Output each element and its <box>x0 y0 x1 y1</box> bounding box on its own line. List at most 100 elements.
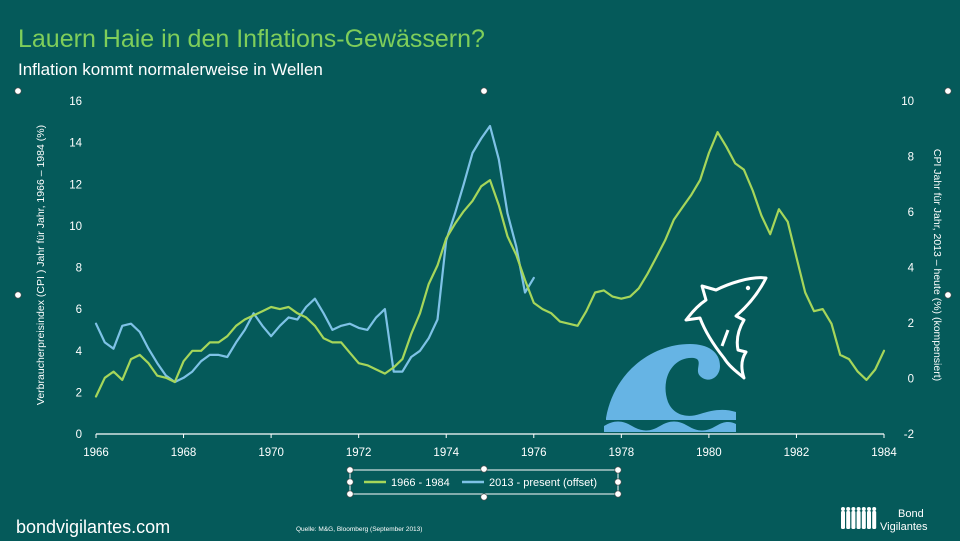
selection-handle[interactable] <box>480 87 488 95</box>
data-point <box>655 256 658 258</box>
data-point <box>358 327 360 329</box>
data-point <box>506 212 509 214</box>
logo-figure-head <box>867 507 871 511</box>
data-point <box>218 341 220 343</box>
data-point <box>463 183 465 185</box>
data-point <box>226 356 228 358</box>
data-point <box>156 362 158 364</box>
logo-figure-body <box>841 511 845 529</box>
y-left-tick-label-6: 6 <box>76 304 82 316</box>
y-right-tick-label-6: 6 <box>908 207 914 219</box>
data-point <box>191 371 193 373</box>
data-point <box>533 277 535 279</box>
data-point <box>699 179 701 181</box>
data-point <box>594 291 596 294</box>
data-point <box>165 375 167 377</box>
data-point <box>498 204 500 206</box>
selection-handle[interactable] <box>346 466 354 474</box>
data-point <box>471 200 474 202</box>
data-point <box>620 298 622 300</box>
data-point <box>104 377 106 379</box>
y-right-tick-label--2: -2 <box>904 429 914 441</box>
data-point <box>191 350 193 352</box>
y-right-tick-label-10: 10 <box>901 96 914 108</box>
series-2013-present <box>94 124 535 384</box>
data-point <box>130 358 132 360</box>
data-point <box>550 312 552 314</box>
data-point <box>682 206 684 208</box>
data-point <box>384 308 386 310</box>
data-point <box>279 308 281 310</box>
y-axis-left-label: Verbraucherpreisindex (CPI ) Jahr für Ja… <box>35 125 47 405</box>
data-point <box>489 125 491 127</box>
selection-handle[interactable] <box>614 478 622 486</box>
selection-handle[interactable] <box>14 291 22 299</box>
data-point <box>121 379 123 381</box>
data-point <box>226 335 228 337</box>
data-point <box>375 316 377 318</box>
data-point <box>130 323 132 325</box>
logo-figure-head <box>872 507 877 511</box>
logo-figure-body <box>872 511 877 529</box>
selection-handle[interactable] <box>614 466 622 474</box>
data-point <box>95 395 97 398</box>
selection-handle[interactable] <box>480 465 488 473</box>
page-title: Lauern Haie in den Inflations-Gewässern? <box>18 25 485 53</box>
data-point <box>121 325 123 327</box>
shark-icon <box>684 276 768 380</box>
selection-handle[interactable] <box>944 291 952 299</box>
data-point <box>436 318 439 321</box>
y-left-tick-label-2: 2 <box>76 387 82 399</box>
data-point <box>664 239 666 241</box>
data-point <box>305 306 307 308</box>
selection-handle[interactable] <box>480 493 488 501</box>
data-point <box>270 306 272 308</box>
data-point <box>577 325 579 327</box>
y-right-tick-label-8: 8 <box>908 152 914 164</box>
logo-figure-body <box>851 511 856 529</box>
data-point <box>288 316 290 318</box>
selection-handle[interactable] <box>614 490 622 498</box>
data-point <box>139 331 141 333</box>
logo-figure-head <box>841 507 845 511</box>
selection-handle[interactable] <box>346 478 354 486</box>
data-point <box>183 377 185 379</box>
data-point <box>200 360 202 362</box>
data-point <box>366 364 368 366</box>
selection-handle[interactable] <box>346 490 354 498</box>
data-point <box>331 329 333 331</box>
data-point <box>629 296 631 298</box>
data-point <box>261 310 263 312</box>
selection-handle[interactable] <box>14 87 22 95</box>
data-point <box>104 341 106 343</box>
x-tick-label-1966: 1966 <box>83 447 109 459</box>
data-point <box>200 350 202 352</box>
data-point <box>244 329 246 331</box>
data-point <box>883 350 885 352</box>
footer-site: bondvigilantes.com <box>16 517 170 537</box>
data-point <box>95 323 97 325</box>
data-point <box>524 291 526 294</box>
data-point <box>830 323 833 325</box>
logo-figure-head <box>856 507 861 511</box>
y-left-tick-label-8: 8 <box>76 263 82 275</box>
data-point <box>498 158 500 160</box>
data-point <box>480 137 482 140</box>
data-point <box>717 131 719 133</box>
data-point <box>296 312 298 314</box>
selection-handle[interactable] <box>944 87 952 95</box>
y-right-tick-label-4: 4 <box>908 263 915 275</box>
data-point <box>410 356 412 358</box>
data-point <box>822 308 824 310</box>
series-line <box>94 131 886 398</box>
x-tick-label-1978: 1978 <box>609 447 635 459</box>
wave-icon <box>604 344 736 432</box>
data-point <box>813 310 815 312</box>
data-point <box>428 337 430 339</box>
data-point <box>270 335 272 337</box>
data-point <box>787 221 789 223</box>
data-point <box>568 323 570 325</box>
data-point <box>489 179 491 181</box>
data-point <box>743 169 745 171</box>
data-point <box>288 306 290 308</box>
